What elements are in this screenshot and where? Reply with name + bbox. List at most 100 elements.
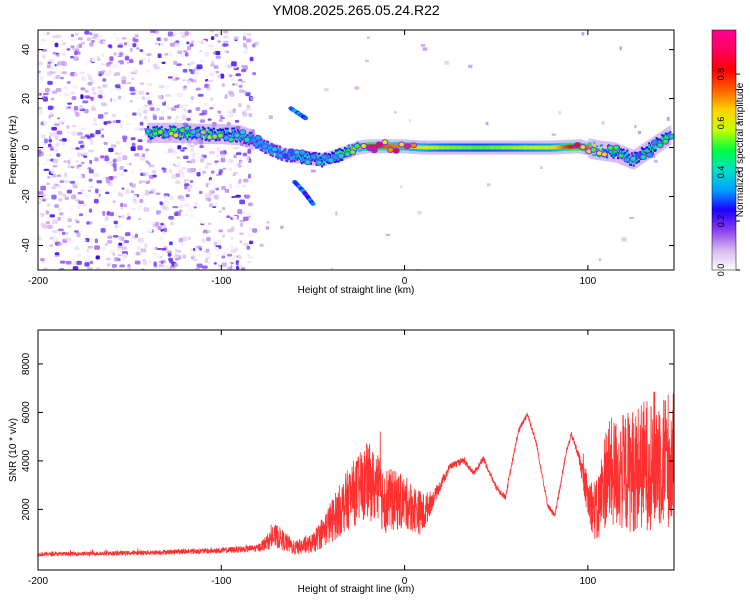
noise-cell (38, 264, 41, 268)
noise-cell (242, 210, 247, 215)
ridge-blob (662, 138, 670, 145)
noise-cell (204, 197, 211, 201)
noise-cell (58, 70, 62, 74)
noise-cell (223, 53, 230, 59)
noise-cell (191, 69, 196, 72)
noise-cell (169, 42, 176, 47)
noise-cell (180, 140, 186, 145)
noise-cell (84, 108, 89, 114)
noise-cell (196, 172, 201, 177)
noise-cell (142, 172, 149, 177)
noise-cell (139, 49, 144, 53)
noise-cell (80, 136, 86, 140)
noise-cell (156, 37, 162, 41)
spectrogram-ylabel: Frequency (Hz) (8, 116, 19, 185)
noise-cell (181, 115, 187, 120)
noise-cell (168, 257, 173, 262)
noise-cell (161, 259, 166, 264)
noise-cell (224, 188, 230, 193)
noise-cell (139, 238, 144, 243)
noise-cell (168, 215, 174, 220)
noise-cell (38, 70, 42, 73)
noise-cell (174, 42, 181, 47)
noise-cell (168, 100, 174, 104)
noise-cell (155, 46, 160, 50)
noise-cell (196, 263, 203, 268)
noise-cell (121, 79, 127, 85)
noise-cell (112, 163, 117, 168)
noise-cell (100, 102, 107, 107)
ridge-blob (298, 149, 306, 156)
noise-cell (153, 142, 158, 148)
noise-cell (166, 250, 173, 254)
noise-cell (38, 236, 42, 241)
noise-cell (217, 239, 222, 245)
noise-cell (139, 69, 143, 72)
spectrogram-marks (38, 30, 674, 270)
noise-cell (247, 87, 254, 93)
ridge-blob (639, 154, 647, 161)
noise-cell (55, 143, 60, 148)
colorbar-label: Normalized spectral amplitude (735, 82, 746, 217)
noise-cell (107, 240, 113, 244)
noise-cell (73, 261, 77, 266)
ridge-blob (282, 153, 290, 160)
ridge-core (278, 147, 281, 152)
noise-cell (190, 174, 196, 178)
ridge-blob (617, 152, 625, 159)
noise-cell (70, 33, 75, 38)
noise-cell (202, 39, 207, 44)
ridge-blob (392, 147, 400, 154)
noise-cell (164, 52, 169, 56)
ridge-core (188, 132, 191, 137)
noise-cell (125, 123, 132, 126)
noise-cell (228, 158, 234, 164)
noise-cell (113, 166, 117, 172)
noise-cell (87, 81, 93, 86)
noise-cell (238, 89, 244, 94)
noise-cell (247, 128, 253, 131)
noise-cell (207, 261, 212, 264)
noise-cell (187, 64, 191, 69)
noise-cell (113, 52, 117, 56)
noise-cell (132, 158, 138, 161)
noise-cell (63, 117, 69, 121)
noise-cell (65, 89, 70, 94)
noise-cell (105, 178, 111, 184)
noise-cell (80, 153, 85, 157)
noise-cell (57, 216, 61, 221)
noise-cell (82, 203, 87, 207)
noise-cell (121, 214, 125, 219)
noise-cell (207, 229, 211, 233)
noise-cell (100, 69, 106, 73)
noise-cell (83, 166, 88, 170)
noise-cell (619, 46, 622, 51)
ridge-blob (370, 147, 378, 154)
noise-cell (238, 78, 243, 82)
noise-cell (66, 129, 72, 135)
noise-cell (38, 109, 43, 115)
noise-cell (113, 41, 117, 47)
noise-cell (78, 204, 82, 208)
noise-cell (188, 226, 194, 230)
noise-cell (241, 69, 247, 72)
ridge-core (632, 160, 635, 165)
noise-cell (186, 117, 191, 121)
noise-cell (184, 95, 189, 99)
noise-cell (127, 205, 132, 209)
noise-cell (119, 264, 125, 268)
noise-cell (219, 93, 226, 98)
noise-cell (114, 154, 118, 158)
ridge-core (186, 134, 189, 139)
noise-cell (64, 231, 69, 236)
noise-cell (216, 147, 221, 152)
snr-xtick-label: 100 (580, 576, 597, 587)
ridge-core (629, 159, 632, 164)
noise-cell (149, 120, 155, 125)
noise-cell (268, 115, 273, 120)
noise-cell (109, 110, 114, 114)
noise-cell (116, 157, 122, 162)
colorbar-tick-label: 0.2 (716, 215, 726, 228)
noise-cell (178, 237, 184, 243)
noise-cell (246, 165, 253, 170)
